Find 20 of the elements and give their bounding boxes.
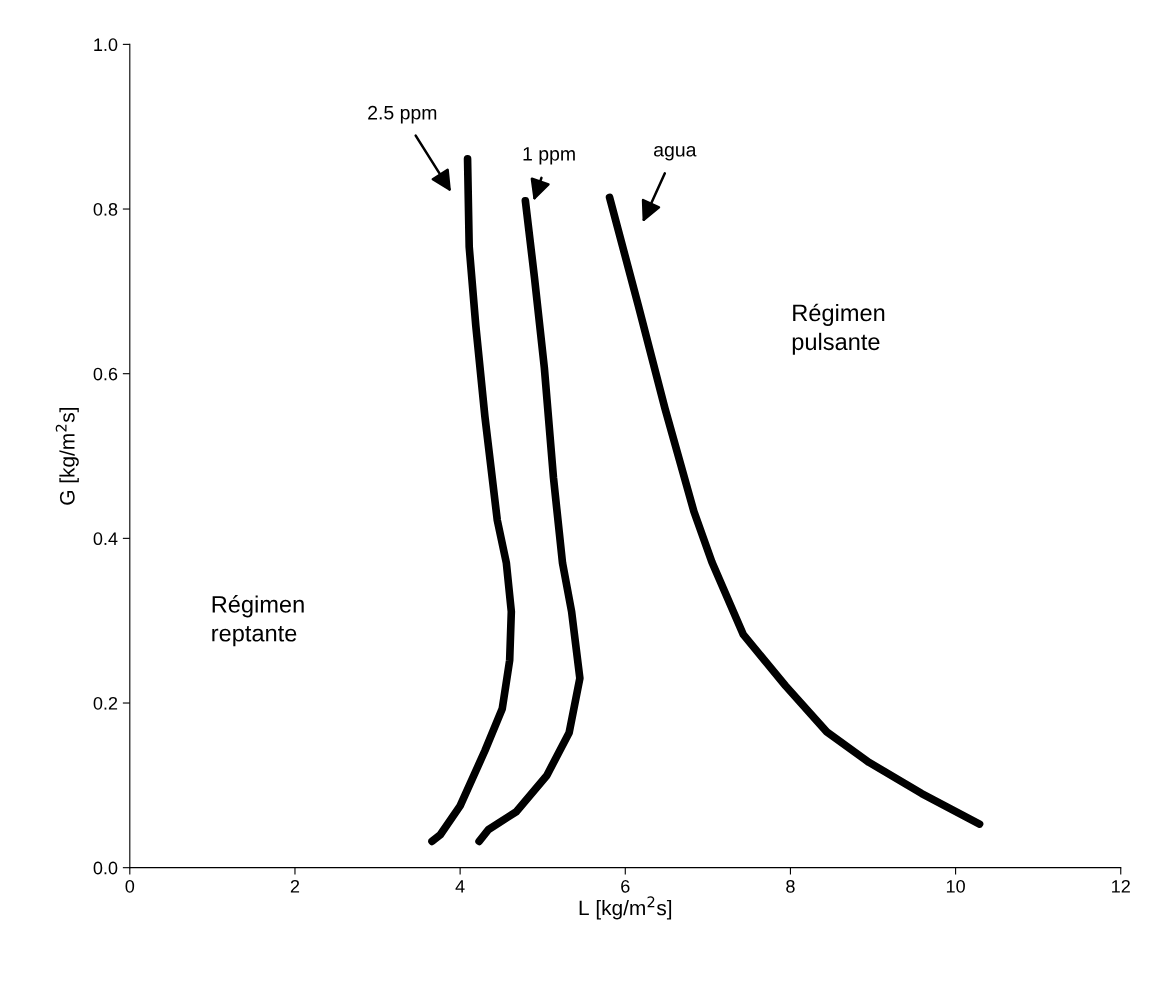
x-axis-title: L [kg/m$^{2}$s] <box>579 896 672 920</box>
x-tick-label: 10 <box>946 879 965 893</box>
x-tick-label: 6 <box>621 879 630 893</box>
series-label: 1 ppm <box>523 147 575 165</box>
y-tick-label: 0.6 <box>93 367 118 381</box>
annotation: Régimen reptante <box>212 595 304 647</box>
x-tick-label: 4 <box>455 880 465 893</box>
y-axis-title: G [kg/m$^{2}$s] <box>55 408 79 505</box>
y-tick-label: 1.0 <box>94 38 118 52</box>
text: agua <box>654 145 697 161</box>
y-tick-label: 0.0 <box>93 861 118 875</box>
text: 2.5 ppm <box>368 105 437 124</box>
x-tick-label: 8 <box>786 879 795 893</box>
x-tick-label: 12 <box>1112 879 1130 893</box>
x-tick-label: 2 <box>290 879 300 893</box>
y-tick-label: 0.4 <box>93 532 118 546</box>
y-tick-label: 0.8 <box>93 202 118 216</box>
annotation: Régimen pulsante <box>792 303 885 355</box>
y-tick-label: 0.2 <box>93 696 118 710</box>
x-tick-label: 0 <box>125 879 135 893</box>
